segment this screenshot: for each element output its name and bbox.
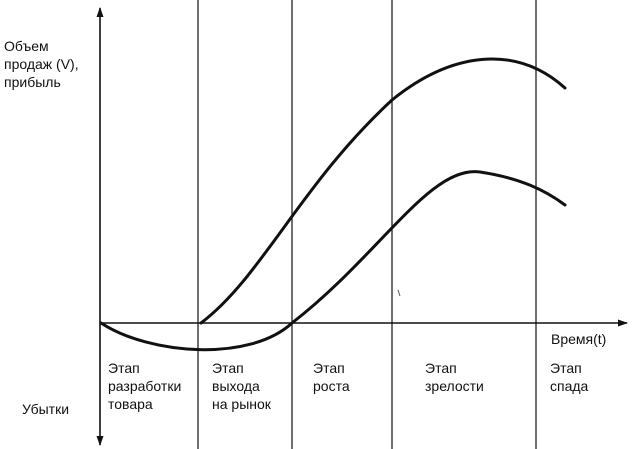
stage-label-line: на рынок (212, 396, 271, 412)
stage-introduction-label: Этап выхода на рынок (212, 359, 271, 413)
x-axis-label: Время(t) (551, 331, 607, 347)
stage-decline-label: Этап спада (550, 359, 588, 395)
stage-growth-label: Этап роста (313, 359, 350, 395)
stage-label-line: разработки (108, 378, 182, 394)
stage-label-line: Этап (313, 360, 345, 376)
stage-maturity-label: Этап зрелости (425, 359, 484, 395)
stage-label-line: зрелости (425, 378, 484, 394)
sales-volume-curve (199, 57, 567, 325)
stage-label-line: выхода (212, 378, 260, 394)
stage-label-line: Этап (108, 360, 140, 376)
stage-label-line: Этап (425, 360, 457, 376)
scan-mark (397, 289, 401, 297)
stage-label-line: роста (313, 378, 350, 394)
profit-curve (99, 170, 567, 352)
stage-label-line: товара (108, 396, 153, 412)
y-axis-label-line: Объем (4, 38, 49, 54)
y-axis-label-line: прибыль (4, 74, 61, 90)
stage-label-line: Этап (212, 360, 244, 376)
y-axis-label: Объем продаж (V), прибыль (4, 37, 79, 91)
y-axis-label-line: продаж (V), (4, 56, 79, 72)
stage-label-line: спада (550, 378, 589, 394)
losses-label: Убытки (22, 401, 70, 417)
stage-development-label: Этап разработки товара (108, 359, 181, 413)
stage-label-line: Этап (550, 360, 582, 376)
